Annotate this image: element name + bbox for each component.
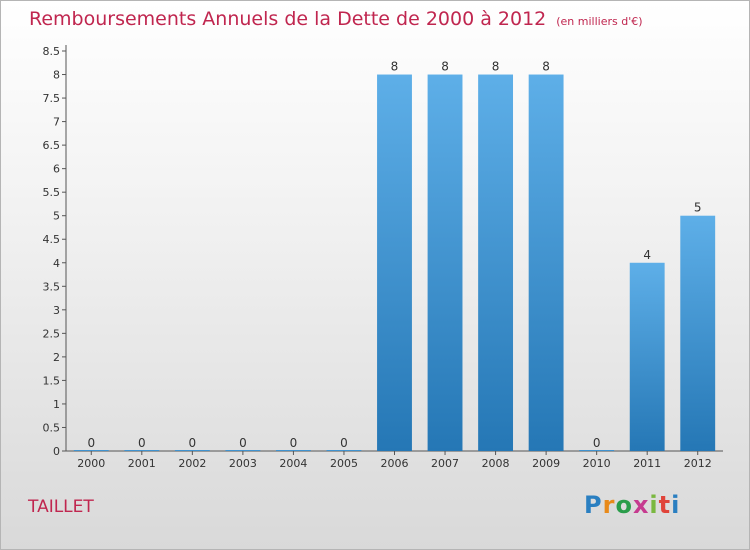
value-label-2011: 4 xyxy=(643,248,651,262)
x-tick-label-2001: 2001 xyxy=(128,457,156,470)
y-tick-label: 0 xyxy=(53,445,60,458)
y-tick-label: 1.5 xyxy=(43,374,61,387)
y-tick-label: 1 xyxy=(53,398,60,411)
value-label-2003: 0 xyxy=(239,436,247,450)
y-tick-label: 2 xyxy=(53,351,60,364)
x-tick-label-2005: 2005 xyxy=(330,457,358,470)
commune-name: TAILLET xyxy=(28,497,94,517)
x-tick-label-2011: 2011 xyxy=(633,457,661,470)
y-tick-label: 6 xyxy=(53,163,60,176)
value-label-2012: 5 xyxy=(694,201,702,215)
logo-letter: r xyxy=(602,491,616,519)
y-tick-label: 8 xyxy=(53,69,60,82)
y-tick-label: 5 xyxy=(53,210,60,223)
value-label-2006: 8 xyxy=(391,60,399,74)
value-label-2009: 8 xyxy=(542,60,550,74)
y-tick-label: 7.5 xyxy=(43,92,61,105)
value-label-2001: 0 xyxy=(138,436,146,450)
bar-2001 xyxy=(124,450,160,451)
value-label-2005: 0 xyxy=(340,436,348,450)
x-tick-label-2010: 2010 xyxy=(583,457,611,470)
x-tick-label-2012: 2012 xyxy=(684,457,712,470)
unit-label: (en milliers d'€) xyxy=(556,15,643,28)
y-tick-label: 2.5 xyxy=(43,327,61,340)
y-tick-label: 3.5 xyxy=(43,280,61,293)
y-tick-label: 4 xyxy=(53,257,60,270)
value-label-2007: 8 xyxy=(441,60,449,74)
bars xyxy=(73,74,716,451)
y-tick-label: 8.5 xyxy=(43,45,61,58)
logo-letter: x xyxy=(632,491,650,519)
y-tick-label: 0.5 xyxy=(43,421,61,434)
bar-2000 xyxy=(73,450,109,451)
x-tick-label-2000: 2000 xyxy=(77,457,105,470)
value-labels: 0 0 0 0 0 0 8 8 8 8 0 4 5 xyxy=(87,60,701,450)
logo-letter: i xyxy=(649,491,659,519)
bar-2005 xyxy=(326,450,362,451)
proxiti-logo: Proxiti xyxy=(584,491,680,519)
logo-letter: P xyxy=(584,491,603,519)
bar-2002 xyxy=(174,450,210,451)
bar-2006 xyxy=(377,74,412,451)
logo-letter: o xyxy=(615,491,633,519)
y-axis: 0 0.5 1 1.5 2 2.5 3 3.5 4 4.5 5 5.5 6 6.5 7 7.5 8 8.5 xyxy=(43,45,67,458)
bar-2011 xyxy=(629,262,665,451)
x-tick-label-2004: 2004 xyxy=(279,457,307,470)
x-tick-label-2009: 2009 xyxy=(532,457,560,470)
bar-2007 xyxy=(427,74,463,451)
logo-letter: i xyxy=(671,491,681,519)
y-tick-label: 6.5 xyxy=(43,139,61,152)
logo-letter: t xyxy=(658,491,672,519)
x-tick-label-2003: 2003 xyxy=(229,457,257,470)
value-label-2004: 0 xyxy=(290,436,298,450)
x-tick-label-2006: 2006 xyxy=(381,457,409,470)
bar-2010 xyxy=(579,450,615,451)
x-tick-label-2007: 2007 xyxy=(431,457,459,470)
y-tick-label: 4.5 xyxy=(43,233,61,246)
x-tick-label-2002: 2002 xyxy=(178,457,206,470)
y-tick-label: 3 xyxy=(53,304,60,317)
value-label-2002: 0 xyxy=(189,436,197,450)
y-tick-label: 5.5 xyxy=(43,186,61,199)
bar-2012 xyxy=(680,215,716,451)
title-text: Remboursements Annuels de la Dette de 20… xyxy=(29,8,547,30)
value-label-2010: 0 xyxy=(593,436,601,450)
y-tick-label: 7 xyxy=(53,116,60,129)
x-axis: 2000 2001 2002 2003 2004 2005 2006 2007 2008 2009… xyxy=(66,450,723,470)
chart-title: Remboursements Annuels de la Dette de 20… xyxy=(29,8,643,30)
x-tick-label-2008: 2008 xyxy=(482,457,510,470)
bar-2008 xyxy=(478,74,514,451)
bar-2004 xyxy=(275,450,311,451)
bar-2009 xyxy=(528,74,564,451)
bar-2003 xyxy=(225,450,261,451)
value-label-2000: 0 xyxy=(87,436,95,450)
value-label-2008: 8 xyxy=(492,60,500,74)
